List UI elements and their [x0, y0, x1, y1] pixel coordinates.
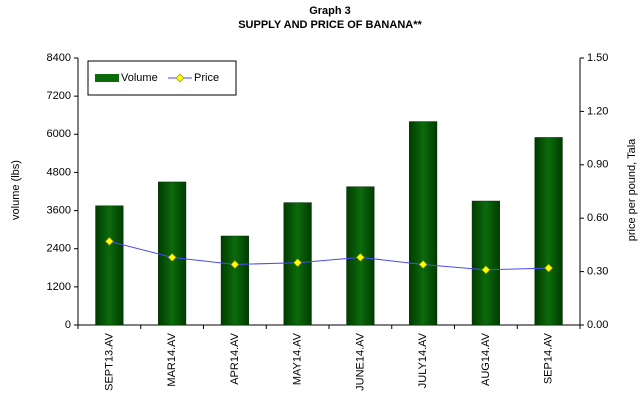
price-line: [109, 240, 549, 271]
price-marker: [544, 263, 554, 273]
bar: [471, 200, 500, 326]
y2-axis-label: price per pound, Tala: [626, 138, 638, 241]
y2-tick-label: 1.50: [587, 52, 608, 64]
legend-swatch: [95, 74, 119, 82]
bar: [220, 235, 249, 326]
y-tick-label: 1200: [47, 281, 71, 293]
price-marker: [293, 258, 303, 268]
y-axis-label: volume (lbs): [10, 160, 22, 220]
chart-subtitle: SUPPLY AND PRICE OF BANANA**: [238, 19, 422, 31]
price-marker: [167, 252, 177, 262]
price-marker: [230, 260, 240, 269]
x-tick-label: SEPT13.AV: [103, 332, 115, 391]
y2-tick-label: 0.30: [587, 266, 608, 278]
bar: [283, 202, 312, 326]
y-tick-label: 3600: [47, 204, 71, 216]
x-tick-label: SEP14.AV: [543, 332, 555, 384]
price-marker: [355, 252, 365, 262]
y2-tick-label: 0.60: [587, 212, 608, 224]
x-tick-label: JULY14.AV: [417, 332, 429, 388]
y2-tick-label: 0.90: [587, 159, 608, 171]
price-marker: [481, 265, 491, 275]
y-tick-label: 4800: [47, 166, 71, 178]
y2-tick-label: 1.20: [587, 105, 608, 117]
y-tick-label: 2400: [47, 243, 71, 255]
y2-tick-label: 0.00: [587, 319, 608, 331]
legend-marker: [175, 73, 185, 83]
legend-label: Volume: [121, 72, 158, 84]
y-tick-label: 6000: [47, 128, 71, 140]
x-tick-label: JUNE14.AV: [354, 332, 366, 391]
chart-title: Graph 3: [309, 5, 351, 17]
price-marker: [104, 236, 114, 246]
x-tick-label: APR14.AV: [229, 332, 241, 384]
y-tick-label: 8400: [47, 52, 71, 64]
x-tick-label: MAY14.AV: [292, 332, 304, 385]
x-tick-label: AUG14.AV: [480, 332, 492, 386]
y-tick-label: 7200: [47, 90, 71, 102]
price-marker: [418, 260, 428, 269]
x-tick-label: MAR14.AV: [166, 332, 178, 386]
bar: [409, 121, 438, 326]
bar: [95, 205, 124, 326]
legend-label: Price: [194, 72, 219, 84]
bar: [534, 137, 563, 326]
y-tick-label: 0: [65, 319, 71, 331]
